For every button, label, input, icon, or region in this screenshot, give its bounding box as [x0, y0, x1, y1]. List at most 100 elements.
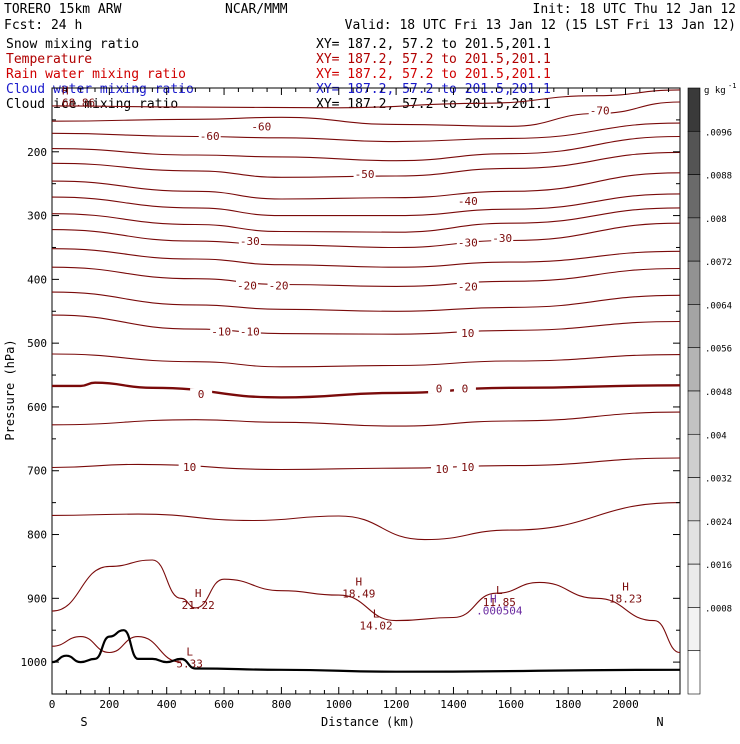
legend-xy-4: XY= 187.2, 57.2 to 201.5,201.1 [316, 82, 551, 97]
isotherm-label-bg-7 [456, 236, 479, 248]
colorbar-swatch-6 [687, 304, 701, 349]
colorbar-swatch-10 [687, 477, 701, 522]
isotherm-label-19: 10 [435, 463, 448, 476]
x-tick-label-1: 0 [49, 698, 56, 711]
extremum-value-7: 18.23 [609, 593, 642, 606]
isotherm-12 [51, 291, 681, 312]
axes: 0 200 400 600 800 1000 1200 1400 1600 1800 2000200… [21, 88, 680, 711]
legend-item-3: Rain water mixing ratio [6, 67, 186, 82]
extremum-value-5: 14.02 [359, 619, 392, 632]
colorbar-tick-10: .0024 [705, 518, 732, 528]
isotherm-label-bg-2 [198, 129, 221, 141]
isotherm-11 [51, 266, 681, 287]
colorbar-swatch-11 [687, 520, 701, 565]
isotherm-14 [51, 353, 681, 368]
isotherm-label-12: -10 [211, 326, 231, 339]
isotherm-label-2: -60 [200, 130, 220, 143]
isotherm-label-bg-18 [178, 460, 201, 472]
x-tick-label-6: 1000 [326, 698, 353, 711]
plot-frame [51, 87, 681, 695]
extremum-value-1: 68.86 [62, 96, 95, 109]
legend-xy-3: XY= 187.2, 57.2 to 201.5,201.1 [316, 67, 551, 82]
isotherm-7 [51, 193, 681, 217]
x-tick-label-9: 1600 [498, 698, 525, 711]
x-tick-label-2: 200 [99, 698, 119, 711]
isotherm-label-10: -20 [269, 280, 289, 293]
colorbar-swatch-14 [687, 650, 701, 695]
extremum-kind-5: L [373, 607, 380, 620]
x-tick-label-3: 400 [157, 698, 177, 711]
y-tick-label-1: 200 [27, 146, 47, 159]
cloud-water-max-value: .000504 [476, 604, 523, 617]
direction-north-label: N [656, 715, 663, 729]
isotherm-label-bg-15 [190, 388, 213, 400]
y-tick-label-2: 300 [27, 210, 47, 223]
isotherm-label-11: -20 [458, 280, 478, 293]
field-legend: Snow mixing ratio XY= 187.2, 57.2 to 201.… [6, 37, 551, 112]
isotherm-4 [51, 135, 681, 162]
y-tick-label-9: 1000 [21, 656, 48, 669]
isotherm-label-17: 0 [462, 382, 469, 395]
colorbar: .0096 .0088 .008 .0072 .0064 .0056 .0048 .004 .0… [687, 87, 732, 695]
colorbar-tick-9: .0032 [705, 475, 732, 485]
y-tick-label-3: 400 [27, 273, 47, 286]
y-tick-label-4: 500 [27, 337, 47, 350]
extremum-value-2: 21.22 [182, 599, 215, 612]
isotherm-label-bg-8 [491, 231, 514, 243]
legend-item-2: Temperature [6, 52, 92, 67]
isotherm-label-bg-4 [353, 168, 376, 180]
colorbar-swatch-9 [687, 433, 701, 478]
terrain-line [51, 629, 681, 673]
valid-time: Valid: 18 UTC Fri 13 Jan 12 (15 LST Fri … [345, 18, 736, 33]
colorbar-tick-11: .0016 [705, 561, 732, 571]
isotherm-label-6: -30 [240, 235, 260, 248]
x-tick-label-5: 800 [271, 698, 291, 711]
isotherm-17 [51, 457, 681, 471]
isotherm-label-bg-19 [430, 462, 453, 474]
isotherm-18 [51, 502, 681, 541]
colorbar-swatch-1 [687, 87, 701, 132]
isotherm-label-7: -30 [458, 236, 478, 249]
isotherm-label-bg-5 [456, 194, 479, 206]
y-tick-label-7: 800 [27, 529, 47, 542]
isotherm-label-14: 10 [461, 327, 474, 340]
isotherm-label-5: -40 [458, 195, 478, 208]
colorbar-tick-1: .0096 [705, 128, 732, 138]
isotherm-1 [51, 89, 681, 109]
isotherm-label-bg-6 [238, 235, 261, 247]
isotherm-10 [51, 248, 681, 268]
direction-south-label: S [80, 715, 87, 729]
colorbar-swatch-8 [687, 390, 701, 435]
extremum-kind-2: H [195, 587, 202, 600]
title-left: TORERO 15km ARW [4, 2, 122, 17]
isotherm-8 [51, 207, 681, 233]
isotherm-label-13: -10 [240, 326, 260, 339]
isotherm-label-bg-13 [238, 325, 261, 337]
isotherm-label-18: 10 [183, 461, 196, 474]
x-tick-label-10: 1800 [555, 698, 582, 711]
x-axis-title: Distance (km) [321, 715, 415, 729]
colorbar-tick-7: .0048 [705, 388, 732, 398]
colorbar-swatch-12 [687, 563, 701, 608]
cloud-water-max-kind: H [490, 592, 497, 605]
x-tick-label-7: 1200 [383, 698, 410, 711]
isotherm-label-bg-10 [267, 279, 290, 291]
isotherm-label-bg-14 [456, 326, 479, 338]
colorbar-swatch-7 [687, 347, 701, 392]
legend-item-5: Cloud ice mixing ratio [6, 97, 178, 112]
title-center: NCAR/MMM [225, 2, 288, 17]
terrain-profile [51, 629, 681, 673]
y-tick-label-8: 900 [27, 592, 47, 605]
isotherm-label-bg-11 [456, 280, 479, 292]
colorbar-tick-8: .004 [705, 431, 727, 441]
colorbar-unit-exponent: -1 [728, 82, 736, 90]
isotherm-label-bg-1 [588, 104, 611, 116]
colorbar-swatch-13 [687, 607, 701, 652]
isotherm-label-1: -70 [590, 104, 610, 117]
extremum-kind-3: L [186, 646, 193, 659]
colorbar-tick-12: .0008 [705, 604, 732, 614]
isotherm-label-8: -30 [492, 232, 512, 245]
x-tick-label-4: 600 [214, 698, 234, 711]
x-tick-label-11: 2000 [612, 698, 639, 711]
